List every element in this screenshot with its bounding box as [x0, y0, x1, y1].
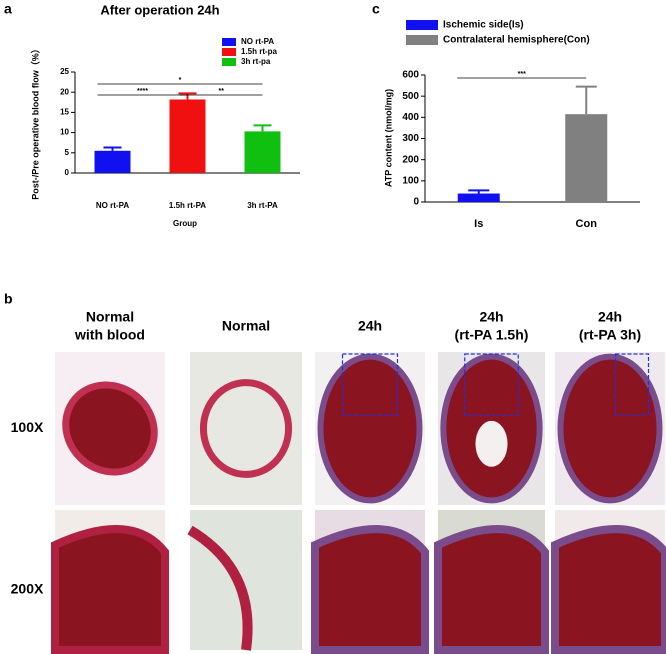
significance-label: *** — [518, 71, 526, 78]
panel-label: c — [372, 1, 380, 17]
vessel-tissue — [434, 525, 549, 654]
histology-image — [190, 352, 302, 505]
x-tick-label: Con — [576, 218, 598, 230]
zoom-box — [464, 353, 519, 416]
y-axis-label: Post-/Pre operative blood flow（%） — [30, 44, 40, 200]
y-tick-label: 300 — [402, 133, 419, 144]
bar — [457, 193, 500, 202]
y-tick-label: 500 — [402, 91, 419, 102]
legend-swatch — [222, 58, 236, 66]
legend-label: Ischemic side(Is) — [443, 20, 524, 31]
x-tick-label: 1.5h rt-PA — [169, 201, 206, 210]
panel-label: b — [4, 291, 13, 307]
legend-label: 1.5h rt-pa — [241, 47, 278, 56]
column-header: Normal — [222, 318, 270, 334]
column-header: (rt-PA 1.5h) — [455, 327, 529, 343]
zoom-box — [341, 353, 399, 416]
row-label: 100X — [11, 419, 44, 435]
legend-swatch — [406, 20, 438, 30]
bar — [565, 114, 608, 202]
vessel-wall — [317, 353, 423, 504]
vessel-tissue — [311, 525, 429, 654]
y-tick-label: 5 — [65, 148, 70, 157]
column-header: 24h — [479, 309, 503, 325]
legend-swatch — [222, 38, 236, 46]
x-axis-label: Group — [173, 219, 197, 228]
bar — [169, 99, 206, 173]
panel-label: a — [4, 1, 12, 17]
vessel-tissue — [551, 525, 666, 654]
vessel-wall — [199, 379, 293, 478]
vessel-wall — [62, 381, 158, 476]
y-tick-label: 600 — [402, 70, 419, 81]
vessel-tissue — [51, 525, 169, 654]
y-tick-label: 0 — [413, 197, 419, 208]
bar — [94, 150, 131, 173]
legend-label: NO rt-PA — [241, 37, 274, 46]
bar — [244, 131, 281, 173]
x-tick-label: NO rt-PA — [96, 201, 129, 210]
y-tick-label: 0 — [65, 168, 70, 177]
row-label: 200X — [11, 581, 44, 597]
y-tick-label: 100 — [402, 175, 419, 186]
x-tick-label: 3h rt-PA — [247, 201, 278, 210]
y-tick-label: 25 — [60, 67, 69, 76]
legend-swatch — [222, 48, 236, 56]
y-tick-label: 20 — [60, 87, 69, 96]
chart-title: After operation 24h — [100, 2, 219, 17]
legend-swatch — [406, 35, 438, 45]
column-header: with blood — [74, 327, 145, 343]
lumen — [475, 420, 508, 467]
legend-label: 3h rt-pa — [241, 57, 271, 66]
vessel-tissue — [187, 525, 253, 651]
legend-label: Contralateral hemisphere(Con) — [443, 35, 590, 46]
y-tick-label: 10 — [60, 128, 69, 137]
column-header: 24h — [358, 318, 382, 334]
y-tick-label: 15 — [60, 108, 69, 117]
significance-label: ** — [219, 88, 225, 95]
y-tick-label: 400 — [402, 112, 419, 123]
significance-label: * — [179, 77, 182, 84]
column-header: 24h — [598, 309, 622, 325]
zoom-box — [614, 353, 650, 416]
y-tick-label: 200 — [402, 154, 419, 165]
column-header: (rt-PA 3h) — [579, 327, 641, 343]
y-axis-label: ATP content (nmol/mg) — [383, 89, 393, 187]
column-header: Normal — [86, 309, 134, 325]
vessel-wall — [557, 353, 663, 504]
significance-label: **** — [137, 88, 148, 95]
x-tick-label: Is — [474, 218, 483, 230]
